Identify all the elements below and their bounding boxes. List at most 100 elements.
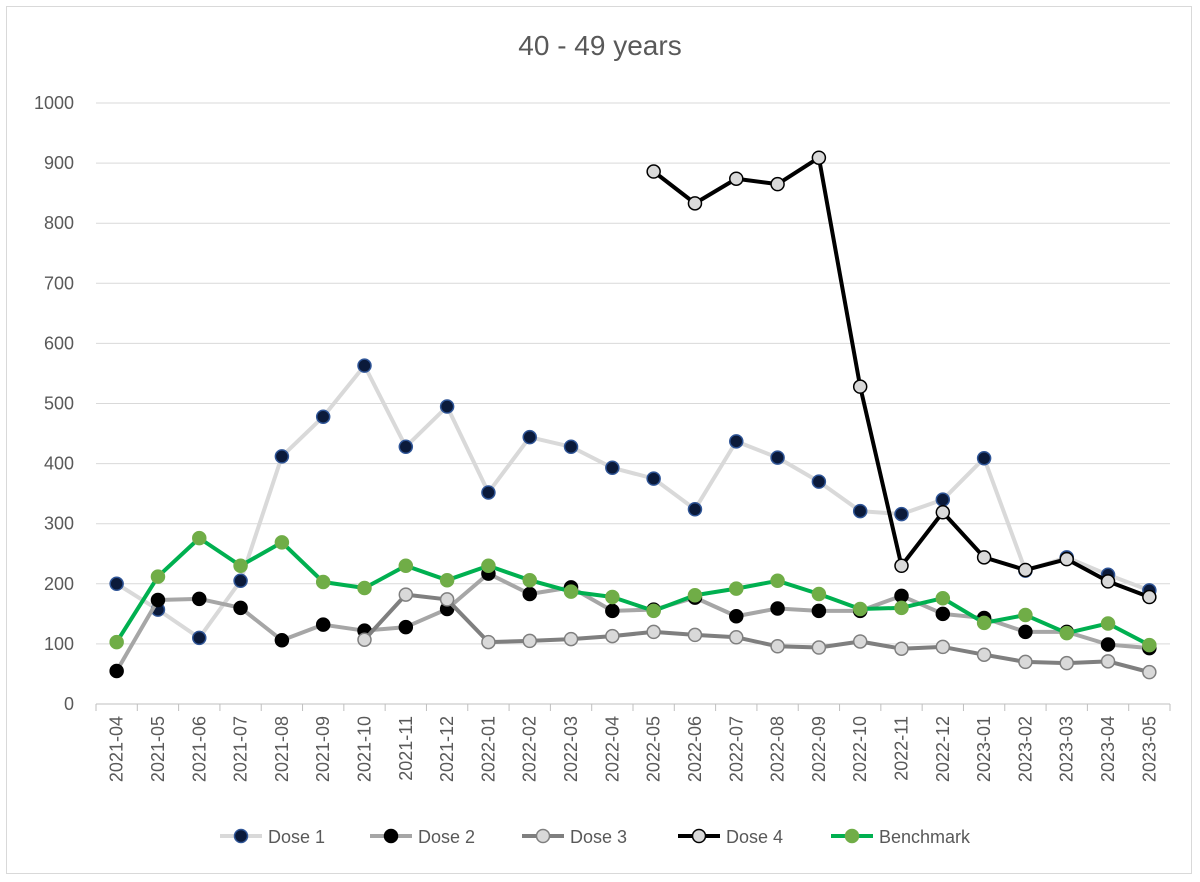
legend-label: Dose 4 — [726, 827, 783, 847]
data-point — [894, 558, 909, 574]
y-tick-label: 500 — [44, 394, 74, 414]
data-point — [894, 588, 909, 604]
legend-swatch-marker — [233, 828, 249, 844]
x-tick-label: 2021-09 — [313, 716, 333, 782]
data-point — [233, 600, 248, 616]
data-point — [770, 573, 785, 589]
data-point — [1100, 654, 1116, 669]
data-point — [935, 492, 951, 507]
data-point — [729, 609, 744, 624]
x-tick-label: 2021-04 — [107, 716, 127, 782]
data-point — [605, 628, 620, 644]
data-point — [233, 558, 248, 574]
data-point — [357, 358, 372, 373]
series-line — [114, 363, 1152, 640]
series-dose-1 — [109, 358, 1157, 646]
data-point — [770, 639, 785, 654]
data-point — [109, 634, 124, 650]
data-point — [563, 439, 579, 455]
data-point — [1100, 637, 1116, 652]
data-point — [935, 606, 951, 622]
data-point — [1018, 607, 1033, 623]
data-point — [522, 572, 537, 588]
x-tick-label: 2022-10 — [850, 716, 870, 782]
gridlines — [96, 102, 1170, 645]
data-point — [811, 640, 827, 655]
y-tick-label: 800 — [44, 213, 74, 233]
x-tick-label: 2023-04 — [1098, 716, 1118, 782]
data-point — [398, 587, 414, 602]
data-point — [274, 633, 290, 648]
chart-title: 40 - 49 years — [518, 30, 682, 61]
legend-label: Dose 3 — [570, 827, 627, 847]
data-point — [481, 634, 496, 650]
data-point — [315, 617, 331, 632]
data-point — [687, 196, 703, 211]
data-point — [522, 429, 537, 445]
data-point — [770, 601, 785, 616]
legend-swatch-marker — [691, 828, 707, 844]
legend-label: Dose 2 — [418, 827, 475, 847]
data-point — [605, 603, 620, 619]
legend-label: Benchmark — [879, 827, 971, 847]
legend-item: Dose 2 — [370, 827, 475, 847]
series-line — [114, 536, 1152, 648]
x-tick-label: 2021-07 — [231, 716, 251, 782]
x-tick-label: 2021-10 — [355, 716, 375, 782]
data-point — [1142, 589, 1157, 605]
data-point — [1100, 616, 1116, 631]
x-tick-label: 2022-11 — [892, 716, 912, 781]
data-point — [646, 471, 661, 486]
data-point — [770, 176, 785, 192]
data-point — [687, 627, 703, 643]
legend-swatch-marker — [535, 828, 551, 844]
data-point — [935, 639, 951, 655]
data-point — [522, 586, 537, 602]
data-point — [522, 633, 537, 649]
y-tick-label: 700 — [44, 273, 74, 293]
y-tick-label: 0 — [64, 694, 74, 714]
legend-swatch-marker — [383, 828, 399, 844]
data-point — [646, 164, 661, 179]
data-point — [357, 632, 372, 647]
x-tick-label: 2021-06 — [189, 716, 209, 782]
data-point — [563, 584, 579, 599]
data-point — [770, 450, 785, 465]
data-point — [894, 641, 909, 656]
x-tick-label: 2022-03 — [561, 716, 581, 782]
x-tick-label: 2022-06 — [685, 716, 705, 782]
series-dose-3 — [357, 587, 1157, 680]
data-point — [398, 558, 414, 574]
data-point — [274, 449, 290, 464]
data-point — [1059, 655, 1074, 671]
data-point — [894, 600, 909, 616]
y-tick-label: 400 — [44, 454, 74, 474]
data-point — [729, 581, 744, 596]
y-tick-label: 1000 — [34, 93, 74, 113]
data-point — [729, 171, 744, 186]
data-point — [398, 619, 414, 635]
chart-frame — [6, 6, 1192, 874]
y-tick-label: 100 — [44, 634, 74, 654]
x-tick-label: 2023-01 — [974, 716, 994, 782]
data-point — [274, 535, 290, 550]
data-point — [729, 630, 744, 645]
y-tick-label: 200 — [44, 574, 74, 594]
data-point — [439, 592, 455, 607]
axes: 0 100 200 300 400 500 600 700 800 900 1000 2021-04 2… — [34, 93, 1171, 782]
data-point — [150, 592, 166, 608]
x-tick-label: 2021-11 — [396, 716, 416, 781]
x-tick-label: 2021-08 — [272, 716, 292, 782]
data-point — [563, 631, 579, 647]
data-point — [192, 630, 207, 646]
data-point — [1100, 574, 1116, 589]
series-lines — [109, 150, 1157, 680]
data-point — [1142, 637, 1157, 653]
data-point — [605, 589, 620, 605]
y-tick-label: 900 — [44, 153, 74, 173]
data-point — [976, 647, 992, 662]
data-point — [1018, 654, 1033, 670]
data-point — [852, 634, 868, 649]
data-point — [439, 572, 455, 588]
